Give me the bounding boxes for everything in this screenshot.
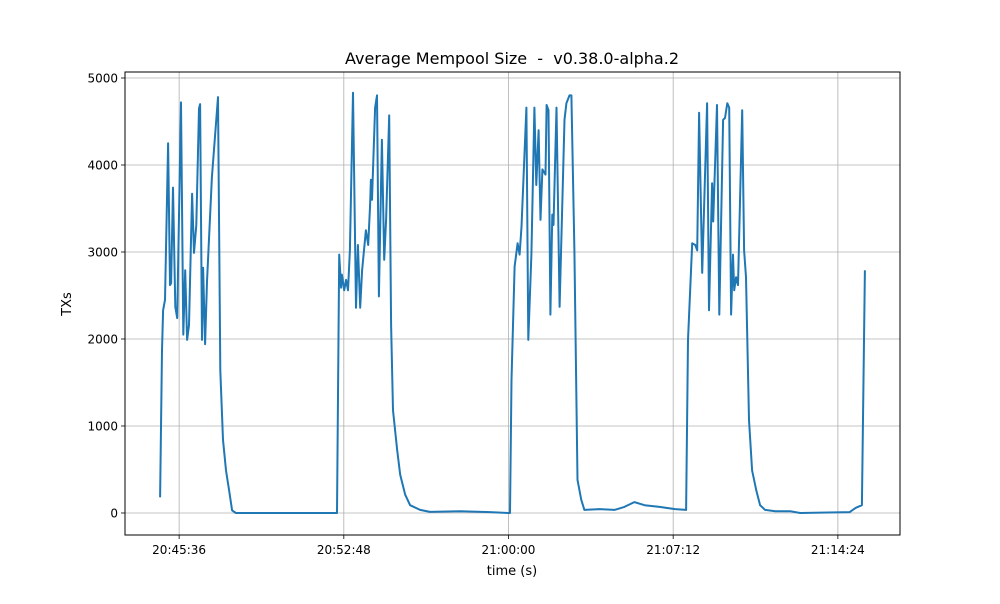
y-tick-label: 3000 bbox=[87, 245, 118, 259]
x-axis-label: time (s) bbox=[487, 564, 537, 579]
y-tick-label: 2000 bbox=[87, 332, 118, 346]
y-tick-label: 5000 bbox=[87, 72, 118, 86]
x-tick-label: 21:14:24 bbox=[811, 543, 865, 557]
chart-title: Average Mempool Size - v0.38.0-alpha.2 bbox=[345, 49, 679, 68]
x-tick-label: 20:52:48 bbox=[317, 543, 371, 557]
y-tick-label: 0 bbox=[110, 506, 118, 520]
y-tick-label: 4000 bbox=[87, 159, 118, 173]
axes-frame bbox=[124, 71, 901, 536]
x-tick-label: 21:07:12 bbox=[646, 543, 700, 557]
y-tick-label: 1000 bbox=[87, 419, 118, 433]
y-axis: 0 1000 2000 3000 4000 5000 bbox=[87, 72, 125, 520]
plot-area bbox=[159, 91, 866, 514]
y-axis-label: TXs bbox=[60, 292, 75, 317]
x-tick-label: 21:00:00 bbox=[482, 543, 536, 557]
series-line bbox=[159, 91, 866, 514]
x-tick-label: 20:45:36 bbox=[152, 543, 206, 557]
x-axis: 20:45:36 20:52:48 21:00:00 21:07:12 21:14:24 bbox=[152, 535, 865, 557]
